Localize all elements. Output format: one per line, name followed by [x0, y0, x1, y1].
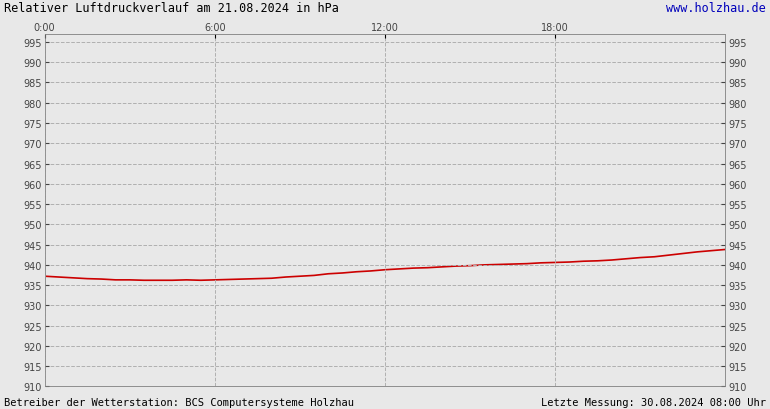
- Text: www.holzhau.de: www.holzhau.de: [666, 2, 766, 15]
- Text: Letzte Messung: 30.08.2024 08:00 Uhr: Letzte Messung: 30.08.2024 08:00 Uhr: [541, 397, 766, 407]
- Text: Betreiber der Wetterstation: BCS Computersysteme Holzhau: Betreiber der Wetterstation: BCS Compute…: [4, 397, 354, 407]
- Text: Relativer Luftdruckverlauf am 21.08.2024 in hPa: Relativer Luftdruckverlauf am 21.08.2024…: [4, 2, 339, 15]
